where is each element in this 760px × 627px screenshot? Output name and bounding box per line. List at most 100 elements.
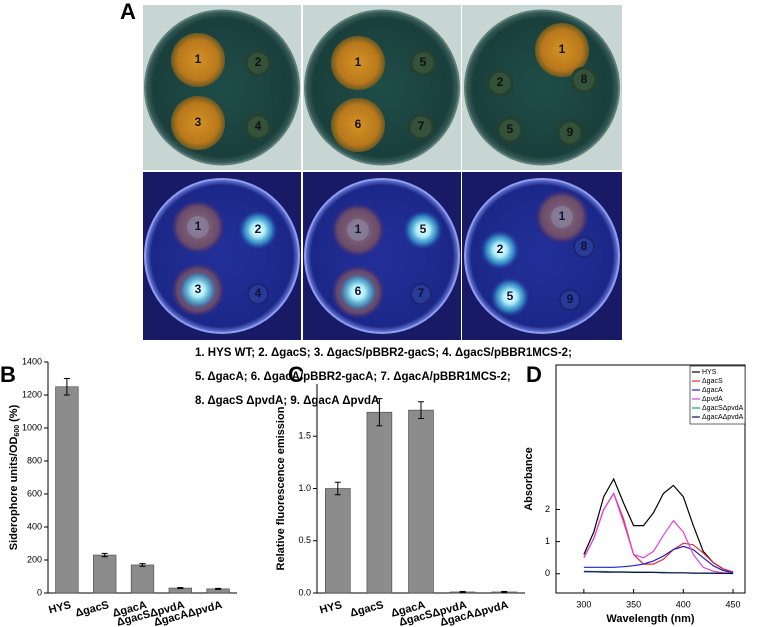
bar xyxy=(408,409,434,594)
colony xyxy=(247,283,269,305)
legend-label: ΔpvdA xyxy=(702,396,723,403)
spectrum-line xyxy=(583,492,734,574)
error-bar xyxy=(139,563,146,567)
colony-label: 6 xyxy=(355,284,362,298)
y-tick-label: 0.0 xyxy=(298,587,311,597)
bar xyxy=(366,411,393,594)
siderophore-halo xyxy=(171,96,225,150)
y-tick-label: 600 xyxy=(27,488,42,498)
colony-label: 5 xyxy=(420,222,427,236)
caption-line: 5. ΔgacA; 6. ΔgacA/pBBR2-gacA; 7. ΔgacA/… xyxy=(195,371,511,383)
colony xyxy=(347,219,369,241)
colony-label: 5 xyxy=(507,122,514,136)
colony xyxy=(410,283,432,305)
colony-label: 4 xyxy=(255,119,262,133)
colony-label: 7 xyxy=(418,286,425,300)
y-axis-label: Absorbance xyxy=(523,447,535,511)
x-tick-label: ΔgacS xyxy=(349,599,385,619)
caption-line: 1. HYS WT; 2. ΔgacS; 3. ΔgacS/pBBR2-gacS… xyxy=(195,347,572,359)
bar xyxy=(325,488,351,594)
colony-label: 2 xyxy=(497,242,504,256)
fluorescence-glow xyxy=(480,230,520,270)
colony-label: 2 xyxy=(255,222,262,236)
fluorescence-glow xyxy=(403,210,443,250)
fluorescence-glow xyxy=(490,277,530,317)
spectrum-line xyxy=(583,571,734,574)
petri-dish xyxy=(144,9,300,166)
x-tick-label: HYS xyxy=(47,599,72,616)
y-tick-label: 1.0 xyxy=(298,483,311,493)
error-bar xyxy=(101,552,108,558)
colony-label: 8 xyxy=(581,239,588,253)
petri-dish xyxy=(304,9,460,166)
error-bar xyxy=(501,590,508,593)
colony-label: 1 xyxy=(195,219,202,233)
y-tick-label: 0 xyxy=(545,568,550,578)
y-tick-label: 1400 xyxy=(22,356,42,366)
colony xyxy=(556,119,584,147)
colony-label: 7 xyxy=(418,119,425,133)
colony xyxy=(573,236,595,258)
y-axis-label-subscript: 600 xyxy=(14,425,21,437)
plate-photos: 1 2 3 4 1 5 6 7 1 2 8 5 9 1 2 3 4 1 5 6 7 1 2 8 5 9 xyxy=(143,5,622,340)
colony-label: 1 xyxy=(559,209,566,223)
colony-label: 9 xyxy=(567,125,574,139)
x-tick-label: 450 xyxy=(726,599,741,609)
siderophore-halo xyxy=(171,33,225,87)
colony-label: 1 xyxy=(195,52,202,66)
error-bar xyxy=(177,587,184,590)
colony-label: 5 xyxy=(507,289,514,303)
colony-label: 2 xyxy=(255,55,262,69)
caption-line: 8. ΔgacS ΔpvdA; 9. ΔgacA ΔpvdA xyxy=(195,395,379,407)
colony xyxy=(570,66,598,94)
legend-label: ΔgacS xyxy=(702,378,723,385)
x-axis-label: Wavelength (nm) xyxy=(606,613,695,625)
x-tick-label: HYS xyxy=(318,599,343,616)
colony-label: 4 xyxy=(255,286,262,300)
x-tick-label: 400 xyxy=(676,599,691,609)
error-bar xyxy=(334,481,341,496)
y-tick-label: 1 xyxy=(545,536,550,546)
fluorescence-glow xyxy=(338,272,378,312)
y-axis-label-suffix: (%) xyxy=(8,404,20,421)
bar xyxy=(55,386,79,594)
spectrum-line xyxy=(583,545,734,574)
error-bar xyxy=(418,401,424,419)
legend-label: ΔgacSΔpvdA xyxy=(702,405,744,412)
y-axis-label-text: Relative fluorescence emission xyxy=(275,406,287,570)
panel-letter: A xyxy=(120,0,136,24)
x-tick-label: 350 xyxy=(626,599,641,609)
y-tick-label: 400 xyxy=(27,521,42,531)
colony xyxy=(244,113,272,141)
colony-label: 1 xyxy=(355,222,362,236)
panel-letter: D xyxy=(526,362,542,387)
error-bar xyxy=(376,398,383,427)
y-axis-label: Siderophore units/OD600 (%) xyxy=(8,404,21,550)
colony xyxy=(551,206,573,228)
y-axis-label-text: Siderophore units/OD xyxy=(8,437,20,551)
error-bar xyxy=(459,590,466,593)
siderophore-halo xyxy=(331,98,385,152)
colony xyxy=(409,49,437,77)
bar xyxy=(130,564,155,594)
y-tick-label: 200 xyxy=(27,554,42,564)
legend-box xyxy=(689,365,746,425)
colony-label: 5 xyxy=(420,55,427,69)
petri-dish xyxy=(144,178,300,334)
colony-label: 8 xyxy=(581,72,588,86)
y-tick-label: 1.5 xyxy=(298,431,311,441)
siderophore-halo xyxy=(535,23,589,77)
plot-frame xyxy=(555,364,746,594)
colony-label: 6 xyxy=(355,117,362,131)
y-axis-label: Relative fluorescence emission xyxy=(275,406,287,570)
legend-label: ΔgacAΔpvdA xyxy=(702,414,744,421)
colony xyxy=(486,69,514,97)
colony xyxy=(496,116,524,144)
colony xyxy=(187,216,209,238)
colony xyxy=(559,289,581,311)
y-tick-label: 1000 xyxy=(22,422,42,432)
colony xyxy=(244,49,272,77)
y-tick-label: 0 xyxy=(37,587,42,597)
